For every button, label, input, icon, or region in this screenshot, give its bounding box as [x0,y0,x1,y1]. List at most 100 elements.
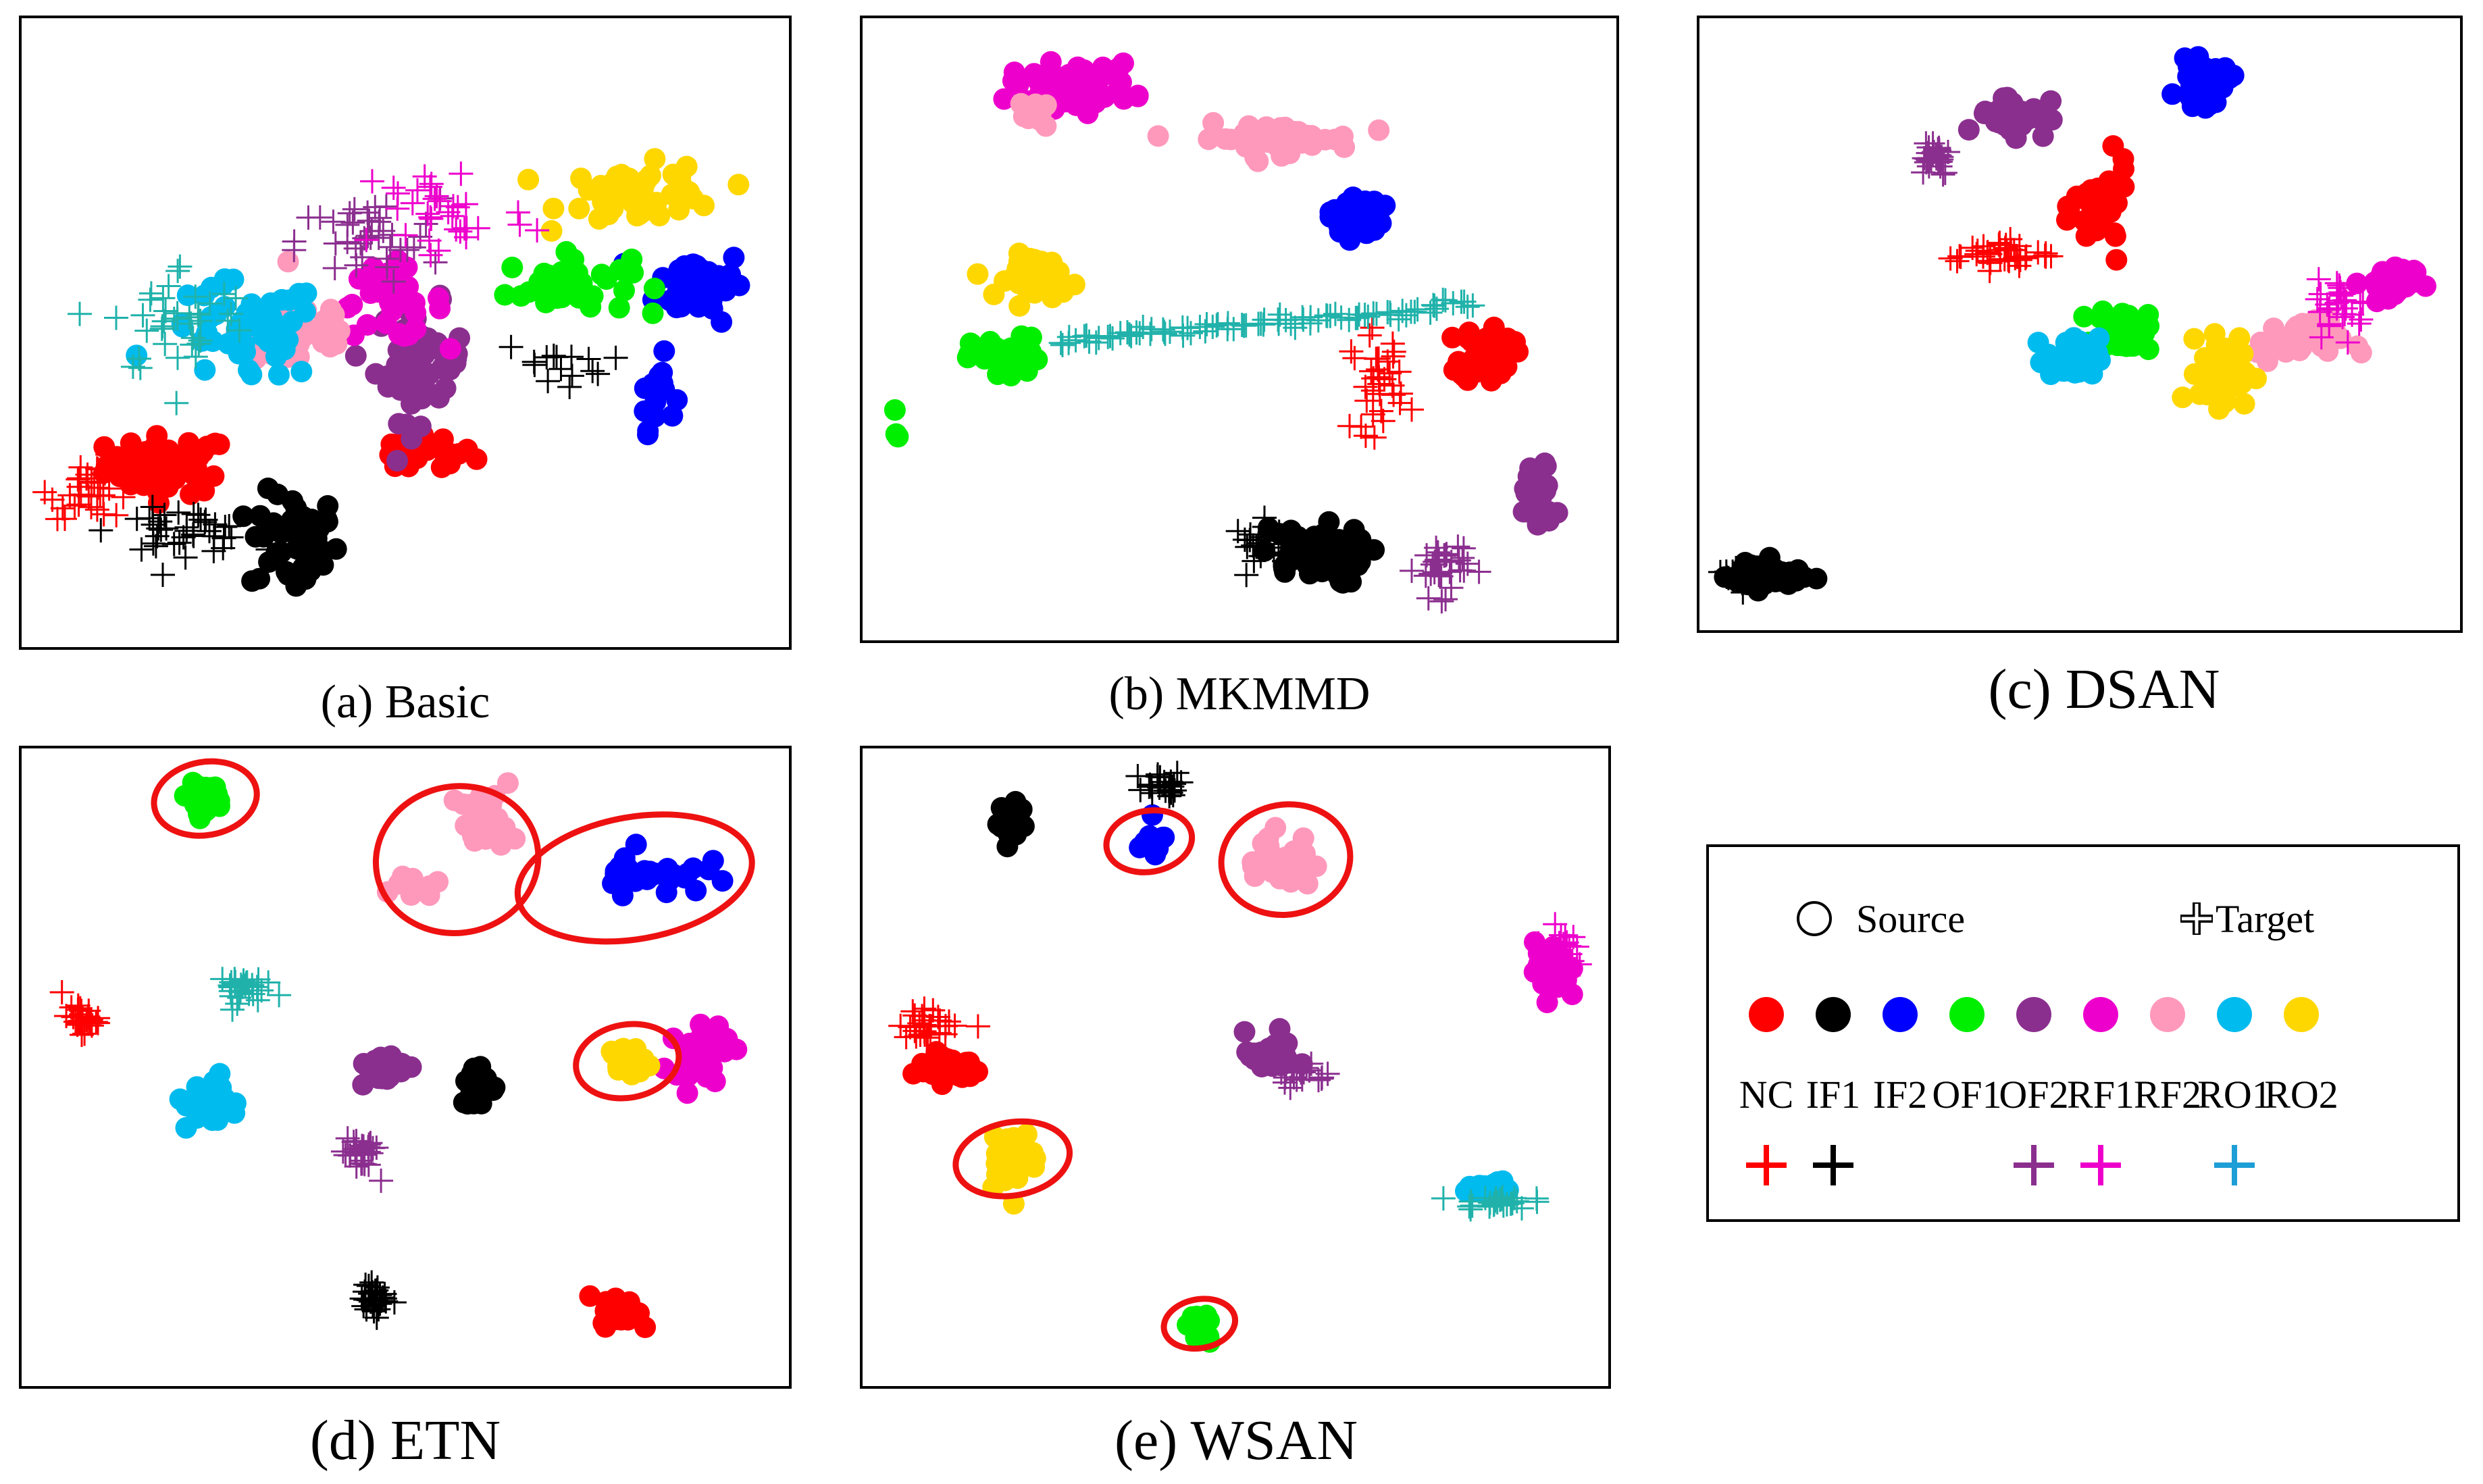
target-point-rf1 [1541,944,1566,969]
source-point-rf2 [1253,844,1275,867]
source-point-ro2 [992,1146,1015,1169]
target-point-nc [66,492,91,517]
highlight-ellipse [952,1118,1073,1200]
target-point-ro1 [68,301,92,326]
legend-label-rf2: RF2 [2134,1073,2201,1117]
source-point-of1 [2073,305,2095,328]
target-point-rf1 [449,161,473,186]
legend-label-of2: OF2 [1999,1073,2068,1117]
target-point-of2 [1450,546,1475,570]
target-point-if1 [580,359,605,384]
target-point-if1 [1726,565,1751,590]
source-point-rf2 [2263,317,2285,340]
target-point-if1 [498,334,523,359]
target-point-ro1 [165,345,190,370]
target-point-ro1 [165,259,190,284]
source-point-if2 [637,424,659,446]
source-point-ro1 [291,286,313,308]
source-point-of2 [2040,90,2062,112]
source-point-if1 [1325,551,1348,573]
target-point-nc [1371,409,1396,434]
target-point-ro1 [138,287,163,312]
target-point-rf1 [2351,290,2376,315]
target-point-ro1 [1152,322,1177,347]
source-point-ro1 [265,345,287,367]
source-point-of2 [1239,1045,1261,1067]
source-point-nc [2102,135,2124,157]
source-point-rf2 [277,251,299,273]
source-point-ro1 [201,1109,224,1131]
target-point-nc [53,507,77,532]
target-point-nc [95,442,120,467]
source-point-ro2 [570,168,592,190]
source-point-rf2 [2347,335,2369,357]
target-point-rf1 [525,218,550,242]
panel-wsan: (e) WSAN [860,746,1611,1472]
target-point-of2 [1400,559,1424,583]
source-point-nc [178,432,200,454]
target-point-ro1 [183,284,208,309]
target-point-rf1 [412,164,437,189]
target-point-of2 [296,205,321,230]
target-point-nc [1353,374,1378,399]
legend-cross-of2 [2014,1145,2054,1185]
source-point-rf2 [1025,93,1047,116]
source-point-nc [2105,249,2128,271]
target-point-ro1 [225,992,250,1016]
target-point-rf1 [415,201,440,226]
target-point-rf1 [440,203,465,228]
source-point-if2 [644,391,667,413]
target-point-if1 [219,525,244,550]
target-point-ro1 [1460,293,1485,318]
source-point-of2 [1262,1054,1285,1076]
target-point-if1 [149,517,174,542]
source-point-if1 [285,497,307,519]
target-point-nc [942,1013,967,1038]
target-point-of2 [374,194,399,219]
source-point-of1 [1185,1306,1208,1327]
source-point-rf2 [1198,128,1220,151]
target-point-rf1 [417,174,442,199]
source-point-ro2 [727,174,750,196]
target-point-nc [1945,249,1970,274]
legend-dot-if2 [1883,997,1918,1032]
target-point-ro1 [178,311,203,336]
source-point-of2 [1957,119,1980,141]
target-point-rf1 [1551,932,1576,957]
source-point-if2 [700,274,723,297]
target-point-rf1 [354,228,379,253]
target-point-nc [1364,347,1389,372]
target-point-nc [66,467,91,492]
panel-caption: (c) DSAN [1989,658,2220,721]
source-point-nc [941,1049,963,1071]
target-point-ro1 [104,305,128,330]
source-point-of2 [352,1073,374,1096]
source-point-if1 [232,505,255,528]
target-point-of2 [1278,1075,1303,1100]
target-point-if1 [283,510,308,535]
source-point-nc [2091,207,2114,230]
scatter-plot-area [1708,46,2436,605]
target-point-rf1 [506,200,530,225]
source-point-if2 [625,863,647,884]
target-point-nc [91,483,116,508]
source-point-nc [203,465,225,487]
target-point-ro1 [151,286,176,311]
source-point-ro2 [682,188,704,209]
target-point-of2 [1315,1061,1340,1086]
source-point-rf2 [496,772,519,794]
target-point-nc [888,1013,913,1038]
target-point-of2 [342,197,367,222]
target-point-ro1 [1421,292,1445,317]
source-point-rf2 [1264,817,1287,839]
target-point-if1 [151,563,175,587]
source-point-of1 [985,336,1007,359]
source-point-of2 [1535,480,1557,502]
target-point-if1 [166,500,191,525]
source-point-of1 [1004,345,1026,367]
source-point-nc [180,483,201,505]
target-point-of2 [1309,1066,1334,1091]
target-point-of2 [381,269,406,294]
source-point-if2 [723,247,745,269]
